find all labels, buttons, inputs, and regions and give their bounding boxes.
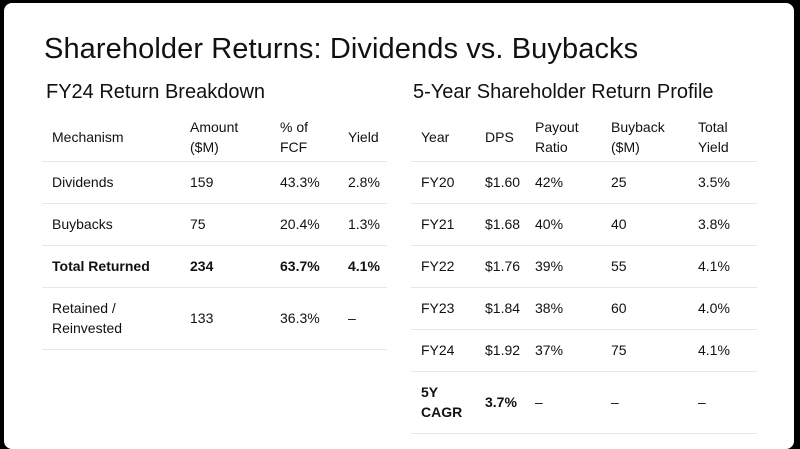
header-mechanism: Mechanism <box>42 114 180 162</box>
table-row-total: Total Returned 234 63.7% 4.1% <box>42 245 387 287</box>
cell-mechanism-line1: Retained / <box>52 300 116 316</box>
table-row: FY22 $1.76 39% 55 4.1% <box>411 245 757 287</box>
cell-year-line2: CAGR <box>421 404 463 420</box>
cell-total-yield: 4.1% <box>698 258 730 274</box>
cell-yield: – <box>348 310 356 326</box>
cell-total-yield: – <box>698 394 706 410</box>
cell-total-yield: 4.1% <box>698 342 730 358</box>
cell-mechanism: Total Returned <box>52 258 150 274</box>
table-row: FY21 $1.68 40% 40 3.8% <box>411 203 757 245</box>
cell-dps: 3.7% <box>485 394 517 410</box>
cell-pct-fcf: 20.4% <box>280 216 320 232</box>
header-pct-fcf: % of FCF <box>270 114 338 162</box>
header-buyback-line1: Buyback <box>611 119 665 136</box>
cell-payout-ratio: 42% <box>535 174 564 190</box>
cell-total-yield: 3.8% <box>698 216 730 232</box>
cell-dps: $1.76 <box>485 258 521 274</box>
cell-year-line1: 5Y <box>421 384 439 400</box>
cell-amount: 75 <box>190 216 206 232</box>
cell-year: 5Y CAGR <box>411 371 475 433</box>
cell-buyback: 25 <box>611 174 627 190</box>
slide-title: Shareholder Returns: Dividends vs. Buyba… <box>44 33 639 65</box>
five-year-table-body: FY20 $1.60 42% 25 3.5% FY21 $1.68 40% 40… <box>411 161 757 433</box>
header-amount-line2: ($M) <box>190 139 219 156</box>
table-row: FY24 $1.92 37% 75 4.1% <box>411 329 757 371</box>
fy24-return-breakdown-table: Mechanism Amount ($M) % of FCF Yield Divid… <box>42 114 387 350</box>
header-pct-fcf-line1: % of <box>280 119 309 136</box>
cell-dps: $1.68 <box>485 216 521 232</box>
table-header-row: Year DPS Payout Ratio Buyback ($M) Total Yi… <box>411 114 757 162</box>
cell-total-yield: 4.0% <box>698 300 730 316</box>
table-row: FY23 $1.84 38% 60 4.0% <box>411 287 757 329</box>
cell-buyback: 55 <box>611 258 627 274</box>
header-total-yield: Total Yield <box>688 114 757 162</box>
table-row: FY20 $1.60 42% 25 3.5% <box>411 161 757 203</box>
header-dps: DPS <box>475 114 525 162</box>
header-payout-line2: Ratio <box>535 139 568 156</box>
header-year: Year <box>411 114 475 162</box>
cell-buyback: 75 <box>611 342 627 358</box>
cell-payout-ratio: 38% <box>535 300 564 316</box>
cell-dps: $1.92 <box>485 342 521 358</box>
cell-total-yield: 3.5% <box>698 174 730 190</box>
cell-buyback: 40 <box>611 216 627 232</box>
header-buyback: Buyback ($M) <box>601 114 688 162</box>
cell-mechanism: Buybacks <box>52 216 113 232</box>
table-row-cagr: 5Y CAGR 3.7% – – – <box>411 371 757 433</box>
header-total-yield-line1: Total <box>698 119 728 136</box>
cell-buyback: 60 <box>611 300 627 316</box>
cell-yield: 4.1% <box>348 258 380 274</box>
cell-year: FY22 <box>421 258 455 274</box>
cell-yield: 2.8% <box>348 174 380 190</box>
table-row: Retained / Reinvested 133 36.3% – <box>42 287 387 349</box>
cell-amount: 159 <box>190 174 214 190</box>
slide: Shareholder Returns: Dividends vs. Buyba… <box>4 3 794 449</box>
left-table-heading: FY24 Return Breakdown <box>46 81 266 103</box>
header-amount: Amount ($M) <box>180 114 270 162</box>
table-header-row: Mechanism Amount ($M) % of FCF Yield <box>42 114 387 162</box>
cell-year: FY23 <box>421 300 455 316</box>
cell-dps: $1.84 <box>485 300 521 316</box>
header-yield: Yield <box>338 114 387 162</box>
cell-year: FY24 <box>421 342 455 358</box>
cell-amount: 234 <box>190 258 214 274</box>
header-total-yield-line2: Yield <box>698 139 729 156</box>
five-year-return-profile-table: Year DPS Payout Ratio Buyback ($M) Total Yi… <box>411 114 757 434</box>
cell-year: FY21 <box>421 216 455 232</box>
cell-payout-ratio: 40% <box>535 216 564 232</box>
cell-payout-ratio: 39% <box>535 258 564 274</box>
header-amount-line1: Amount <box>190 119 239 136</box>
cell-payout-ratio: 37% <box>535 342 564 358</box>
cell-payout-ratio: – <box>535 394 543 410</box>
cell-yield: 1.3% <box>348 216 380 232</box>
cell-mechanism-line2: Reinvested <box>52 320 123 336</box>
right-table-heading: 5-Year Shareholder Return Profile <box>413 81 714 103</box>
table-row: Dividends 159 43.3% 2.8% <box>42 161 387 203</box>
header-payout-line1: Payout <box>535 119 579 136</box>
cell-amount: 133 <box>190 310 214 326</box>
cell-dps: $1.60 <box>485 174 521 190</box>
cell-pct-fcf: 36.3% <box>280 310 320 326</box>
cell-buyback: – <box>611 394 619 410</box>
header-payout-ratio: Payout Ratio <box>525 114 601 162</box>
cell-mechanism: Retained / Reinvested <box>42 287 180 349</box>
cell-pct-fcf: 63.7% <box>280 258 320 274</box>
cell-pct-fcf: 43.3% <box>280 174 320 190</box>
header-buyback-line2: ($M) <box>611 139 640 156</box>
cell-year: FY20 <box>421 174 455 190</box>
header-pct-fcf-line2: FCF <box>280 139 308 156</box>
cell-mechanism: Dividends <box>52 174 114 190</box>
table-row: Buybacks 75 20.4% 1.3% <box>42 203 387 245</box>
